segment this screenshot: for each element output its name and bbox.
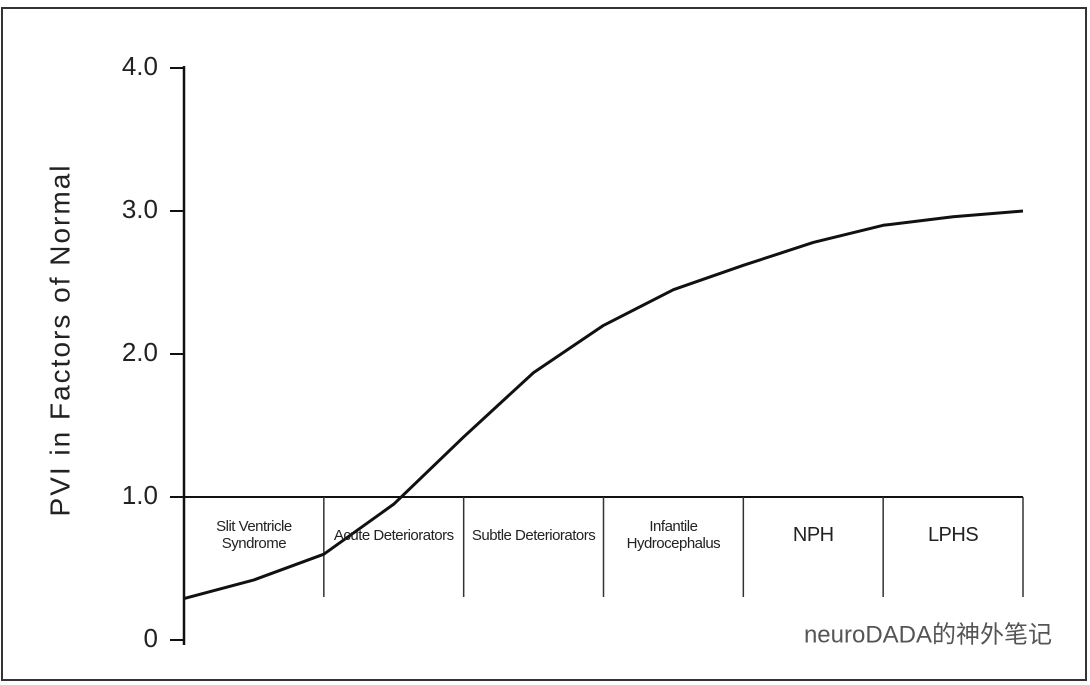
category-label: Infantile Hydrocephalus xyxy=(626,518,721,552)
y-tick-label: 1.0 xyxy=(122,480,158,510)
y-tick-label: 0 xyxy=(144,623,158,653)
category-label: Subtle Deteriorators xyxy=(471,526,596,544)
watermark: neuroDADA的神外笔记 xyxy=(804,621,1052,648)
y-tick-label: 3.0 xyxy=(122,194,158,224)
category-label: NPH xyxy=(792,523,834,546)
y-tick-label: 2.0 xyxy=(122,337,158,367)
category-label: Acute Deteriorators xyxy=(333,526,454,544)
y-tick-label: 4.0 xyxy=(122,51,158,81)
category-label: LPHS xyxy=(927,523,979,546)
curve xyxy=(183,209,1024,600)
y-axis-label: PVI in Factors of Normal xyxy=(44,164,75,517)
category-label: Slit Ventricle Syndrome xyxy=(216,518,292,552)
frame xyxy=(1,7,1087,681)
